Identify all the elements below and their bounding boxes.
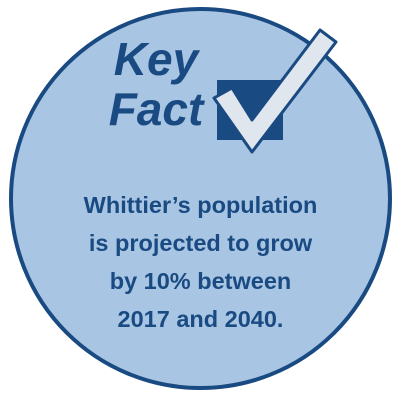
key-fact-heading: Key Fact xyxy=(96,34,216,134)
fact-line-2: is projected to grow xyxy=(88,230,313,256)
fact-line-1: Whittier’s population xyxy=(83,192,318,218)
fact-line-4: 2017 and 2040. xyxy=(117,306,284,332)
heading-line-key: Key xyxy=(113,33,199,85)
fact-statement: Whittier’s population is projected to gr… xyxy=(30,186,371,338)
heading-line-fact: Fact xyxy=(108,83,204,135)
fact-line-3: by 10% between xyxy=(109,268,292,294)
